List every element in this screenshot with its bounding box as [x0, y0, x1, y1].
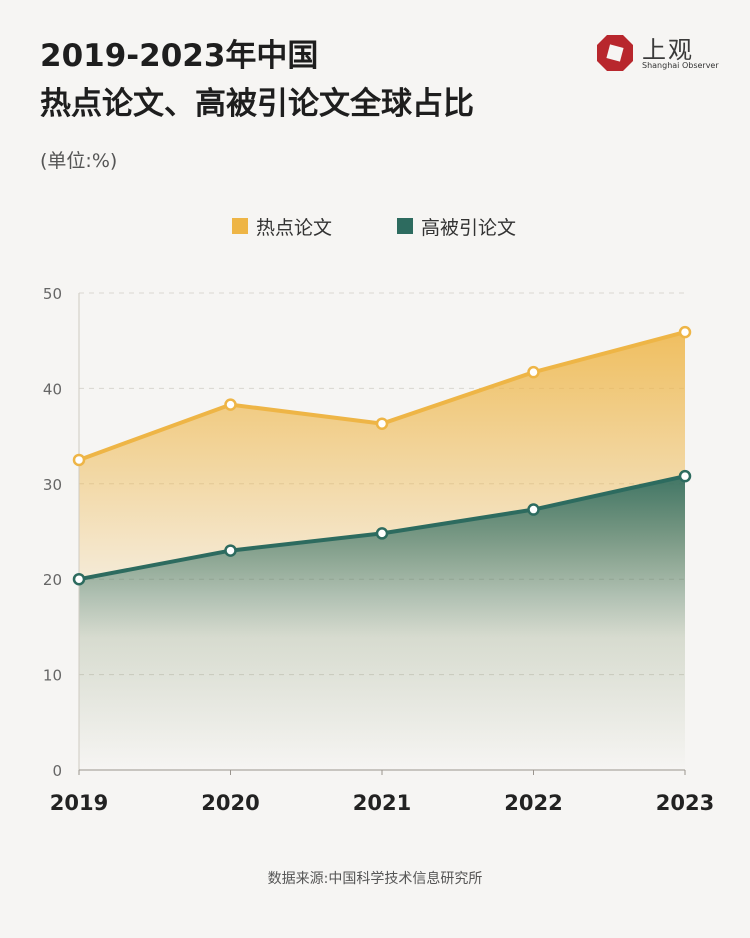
y-tick-label: 50 — [43, 285, 62, 303]
x-tick-label: 2019 — [50, 791, 108, 815]
legend: 热点论文 高被引论文 — [0, 212, 750, 240]
series-0-point — [224, 398, 237, 411]
shanghai-observer-logo-icon — [597, 35, 633, 71]
series-1-point — [678, 469, 692, 483]
data-source: 数据来源:中国科学技术信息研究所 — [267, 871, 483, 887]
series-0-point — [72, 453, 86, 467]
y-tick-label: 20 — [43, 571, 62, 589]
logo-text-en: Shanghai Observer — [642, 61, 719, 70]
series-1-point — [375, 527, 389, 540]
title-line-2: 热点论文、高被引论文全球占比 — [40, 86, 474, 122]
x-tick-label: 2022 — [504, 791, 562, 815]
y-tick-label: 40 — [43, 380, 62, 398]
area-chart: 0 10 20 30 40 50 2019 2020 2021 2022 2023 — [43, 285, 714, 815]
title-line-1: 2019-2023年中国 — [40, 38, 319, 74]
legend-swatch-hot-papers — [232, 218, 248, 234]
x-tick-label: 2021 — [353, 791, 411, 815]
x-tick-label: 2020 — [201, 791, 259, 815]
series-0-point — [678, 325, 692, 339]
legend-label-highly-cited-papers: 高被引论文 — [421, 216, 517, 239]
chart-title: 2019-2023年中国 热点论文、高被引论文全球占比 — [40, 32, 474, 128]
series-1-point — [224, 544, 237, 557]
series-1-point — [527, 503, 540, 516]
y-tick-label: 10 — [43, 667, 62, 685]
series-1-area — [79, 476, 685, 770]
legend-item-hot-papers: 热点论文 — [232, 212, 332, 240]
x-tick-label: 2023 — [656, 791, 714, 815]
series-0-point — [375, 417, 389, 430]
unit-label: (单位:%) — [40, 150, 118, 172]
shanghai-observer-logo: 上观 Shanghai Observer — [596, 30, 719, 76]
series-0-point — [527, 365, 540, 379]
legend-item-highly-cited-papers: 高被引论文 — [397, 212, 516, 240]
legend-label-hot-papers: 热点论文 — [256, 216, 333, 239]
y-tick-label: 30 — [43, 476, 62, 494]
series-1-point — [72, 572, 86, 586]
y-tick-label: 0 — [52, 762, 62, 780]
legend-swatch-highly-cited-papers — [397, 218, 413, 234]
logo-text-cn: 上观 — [642, 36, 694, 64]
